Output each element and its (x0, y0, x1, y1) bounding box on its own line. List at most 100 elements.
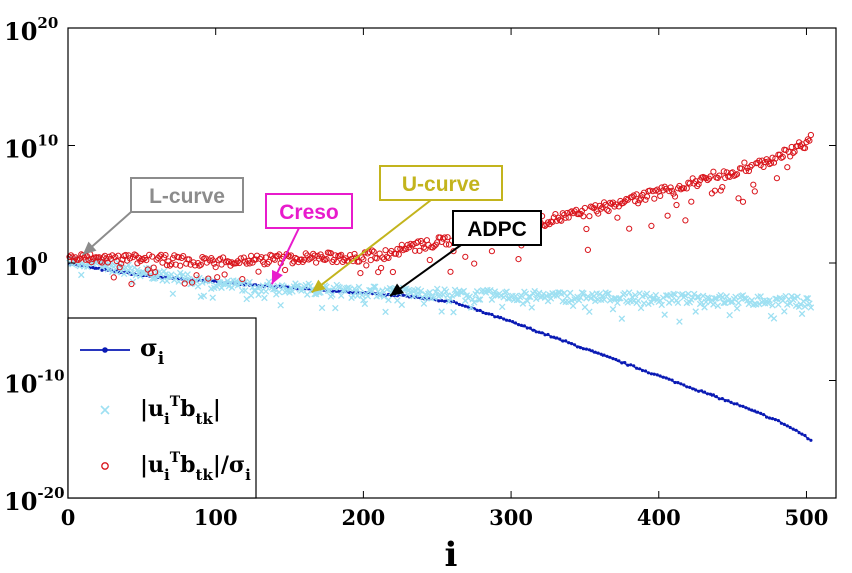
sigma-point (726, 399, 730, 403)
sigma-point (676, 381, 680, 385)
projection-point (723, 293, 730, 300)
ratio-point (349, 258, 357, 265)
projection-point (417, 287, 425, 295)
ratio-point (217, 255, 224, 262)
ratio-point (770, 159, 778, 166)
annotation-u-curve: U-curve (311, 165, 503, 294)
ratio-point (707, 173, 714, 180)
ratio-point (704, 176, 711, 184)
sigma-point (537, 330, 541, 334)
projection-point (475, 296, 482, 303)
projection-point (801, 303, 809, 310)
ratio-point (750, 181, 757, 188)
projection-point (227, 279, 234, 286)
ratio-point (788, 143, 795, 151)
ratio-point (667, 184, 674, 191)
projection-point (247, 292, 255, 299)
sigma-point (705, 392, 710, 396)
sigma-point (620, 361, 624, 365)
sigma-point (454, 301, 458, 305)
sigma-point (555, 336, 559, 340)
ratio-point (221, 271, 228, 278)
projection-point (262, 288, 270, 295)
ratio-point (366, 248, 373, 255)
ratio-point (431, 243, 438, 250)
ratio-point (673, 201, 680, 209)
sigma-point (552, 335, 556, 339)
ratio-point (403, 245, 410, 253)
ratio-point (642, 196, 649, 203)
sigma-point (522, 324, 527, 328)
ratio-point (156, 253, 163, 260)
sigma-point (762, 413, 766, 417)
projection-point (196, 274, 203, 282)
annotation-box (265, 193, 353, 229)
sigma-point (212, 279, 216, 283)
legend-dot-sample (102, 347, 108, 353)
sigma-point (100, 268, 104, 272)
ratio-point (363, 262, 370, 269)
projection-point (587, 295, 595, 302)
projection-point (243, 295, 250, 303)
ratio-point (110, 274, 117, 281)
projection-point (370, 283, 377, 290)
annotation-label: ADPC (467, 218, 527, 241)
projection-point (652, 291, 660, 299)
ratio-point (112, 254, 119, 261)
sigma-point (658, 374, 662, 378)
projection-point (661, 311, 668, 318)
ratio-point (215, 257, 222, 264)
ratio-point (407, 240, 414, 247)
ratio-point (316, 255, 323, 262)
projection-point (364, 293, 372, 300)
projection-point (470, 299, 478, 306)
ratio-point (301, 256, 308, 263)
ratio-point (742, 167, 750, 174)
ratio-point (670, 190, 677, 197)
ratio-point (140, 256, 147, 263)
sigma-point (510, 320, 515, 324)
ratio-point (177, 262, 184, 269)
x-tick-label: 300 (489, 505, 533, 530)
sigma-point (401, 293, 405, 297)
ratio-point (739, 198, 747, 205)
y-tick-label: 10-20 (4, 484, 65, 516)
ratio-point (214, 274, 221, 281)
annotation-box (130, 177, 244, 213)
ratio-point (655, 188, 662, 195)
ratio-point (595, 210, 602, 217)
x-axis-label: i (445, 535, 458, 573)
projection-point (625, 289, 633, 296)
projection-point (361, 300, 369, 308)
projection-point (69, 260, 76, 268)
sigma-point (791, 427, 795, 431)
projection-point (380, 293, 388, 300)
sigma-point (593, 350, 597, 354)
ratio-point (122, 251, 129, 259)
ratio-point (422, 245, 429, 252)
ratio-point (271, 256, 278, 263)
ratio-point (416, 247, 423, 254)
annotations: L-curve Creso U-curve ADPC (82, 165, 542, 297)
projection-point (265, 278, 273, 285)
ratio-point (716, 172, 723, 179)
ratio-point (338, 251, 345, 258)
ratio-point (118, 260, 125, 267)
ratio-point (573, 206, 580, 213)
projection-point (692, 308, 699, 315)
ratio-point (228, 259, 235, 266)
ratio-point (695, 181, 702, 188)
projection-point (586, 308, 593, 315)
sigma-point (605, 354, 609, 358)
projection-point (448, 292, 456, 299)
ratio-point (447, 268, 454, 275)
ratio-point (358, 254, 365, 261)
projection-point (277, 301, 284, 309)
projection-point (134, 266, 141, 274)
sigma-point (635, 366, 639, 370)
projection-point (798, 310, 806, 318)
ratio-point (293, 255, 300, 263)
sigma-point (546, 332, 550, 337)
sigma-point (655, 373, 659, 377)
ratio-point (710, 168, 717, 175)
